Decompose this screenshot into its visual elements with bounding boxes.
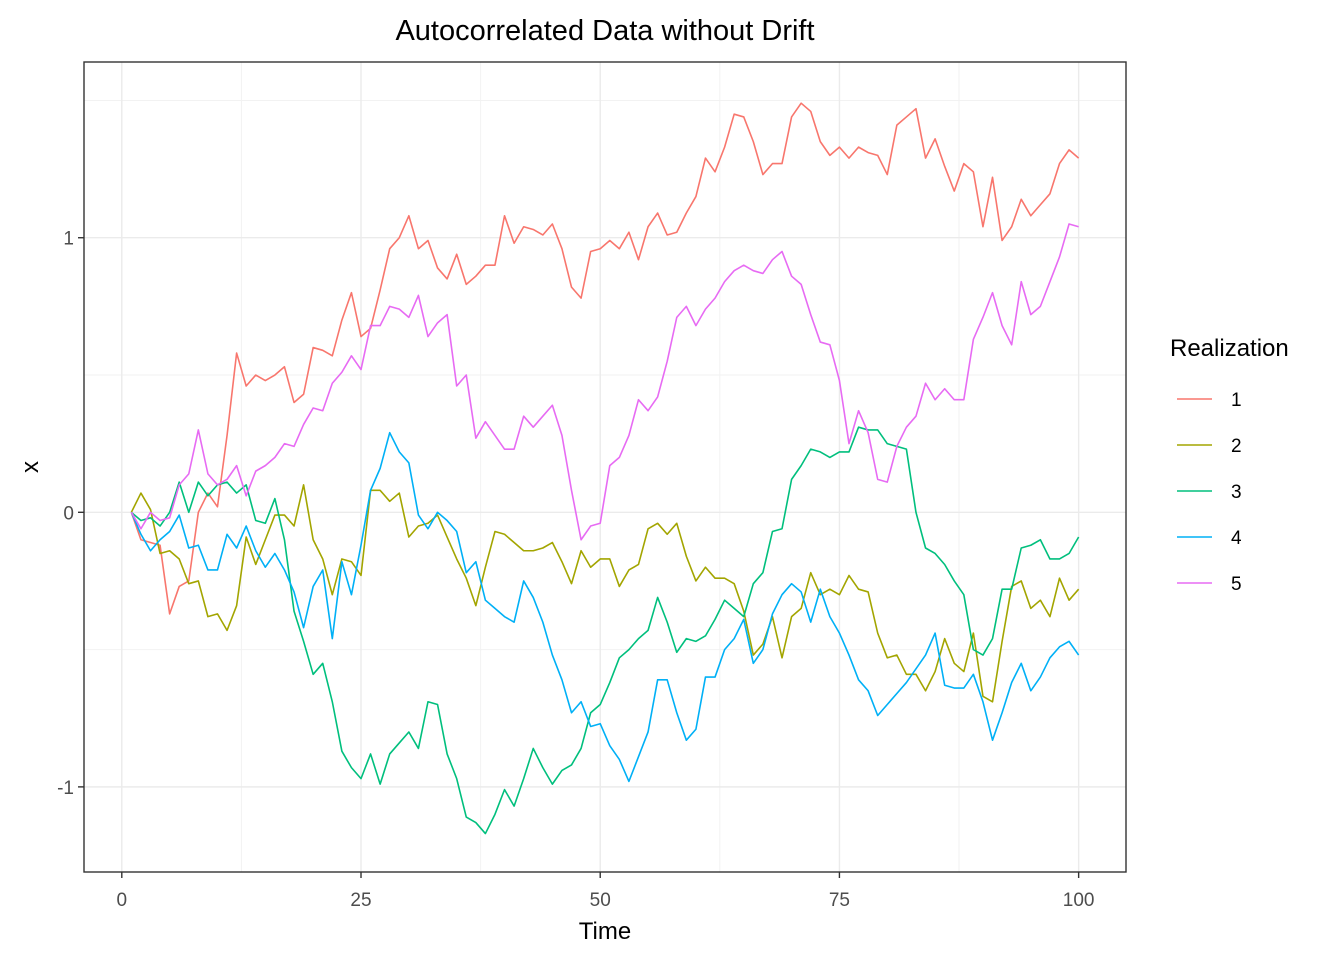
y-axis: -1 0 1 (57, 229, 84, 799)
x-tick-label: 0 (117, 890, 128, 911)
series-line-5 (130, 223, 1079, 541)
legend-label-5: 5 (1231, 574, 1242, 595)
legend-items: 1 2 3 4 5 (1177, 390, 1242, 595)
y-tick-label: 1 (63, 229, 74, 250)
series-line-1 (130, 102, 1080, 615)
series-line-2 (130, 484, 1080, 703)
series-line-3 (130, 426, 1080, 835)
legend: Realization 1 2 3 4 5 (1170, 335, 1289, 595)
y-tick-label: 0 (63, 503, 74, 524)
x-axis: 0 25 50 75 100 (117, 872, 1095, 911)
panel-border (83, 61, 1127, 873)
series-line-4 (130, 431, 1080, 783)
legend-label-3: 3 (1231, 482, 1242, 503)
x-axis-title: Time (579, 918, 631, 945)
x-tick-label: 100 (1063, 890, 1095, 911)
x-tick-label: 25 (350, 890, 371, 911)
grid-major (84, 62, 1126, 872)
y-tick-label: -1 (57, 778, 74, 799)
legend-label-4: 4 (1231, 528, 1242, 549)
legend-label-1: 1 (1231, 390, 1242, 411)
chart-title: Autocorrelated Data without Drift (395, 15, 814, 47)
y-axis-title: x (17, 461, 44, 473)
x-tick-label: 50 (590, 890, 611, 911)
legend-title: Realization (1170, 335, 1289, 362)
grid-minor (84, 62, 1126, 872)
x-tick-label: 75 (829, 890, 850, 911)
legend-label-2: 2 (1231, 436, 1242, 457)
series-lines (130, 102, 1080, 835)
